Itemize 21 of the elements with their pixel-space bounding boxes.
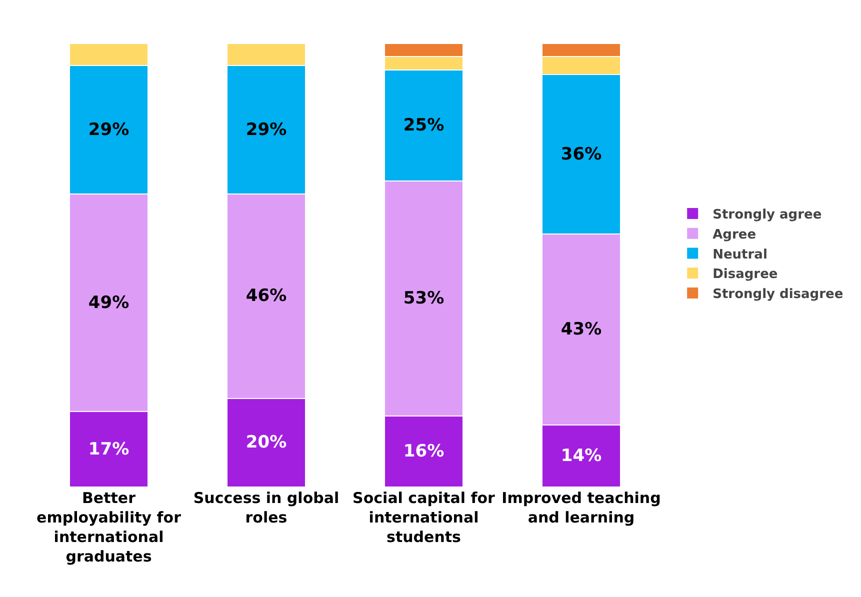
- data-label: 20%: [246, 432, 287, 453]
- data-label: 46%: [246, 286, 287, 306]
- legend-label: Disagree: [712, 267, 778, 282]
- data-label: 25%: [403, 115, 444, 136]
- data-label: 36%: [560, 144, 602, 164]
- data-label: 49%: [88, 292, 130, 313]
- legend-label: Agree: [712, 227, 756, 242]
- data-label: 16%: [403, 442, 444, 462]
- legend-label: Strongly agree: [712, 208, 822, 223]
- data-label: 14%: [560, 446, 602, 466]
- data-label: 43%: [560, 320, 602, 340]
- x-tick-label: Social capital for international students: [352, 489, 496, 546]
- x-tick-label: Improved teaching and learning: [502, 489, 661, 526]
- legend-label: Neutral: [712, 247, 768, 262]
- data-label: 29%: [246, 120, 287, 140]
- x-tick-label: Success in global roles: [193, 489, 340, 526]
- x-tick-label: Better employability for international graduates: [36, 489, 182, 566]
- data-label: 53%: [403, 288, 444, 308]
- data-label: 17%: [88, 439, 130, 460]
- legend-label: Strongly disagree: [712, 287, 844, 302]
- data-label: 29%: [88, 120, 130, 140]
